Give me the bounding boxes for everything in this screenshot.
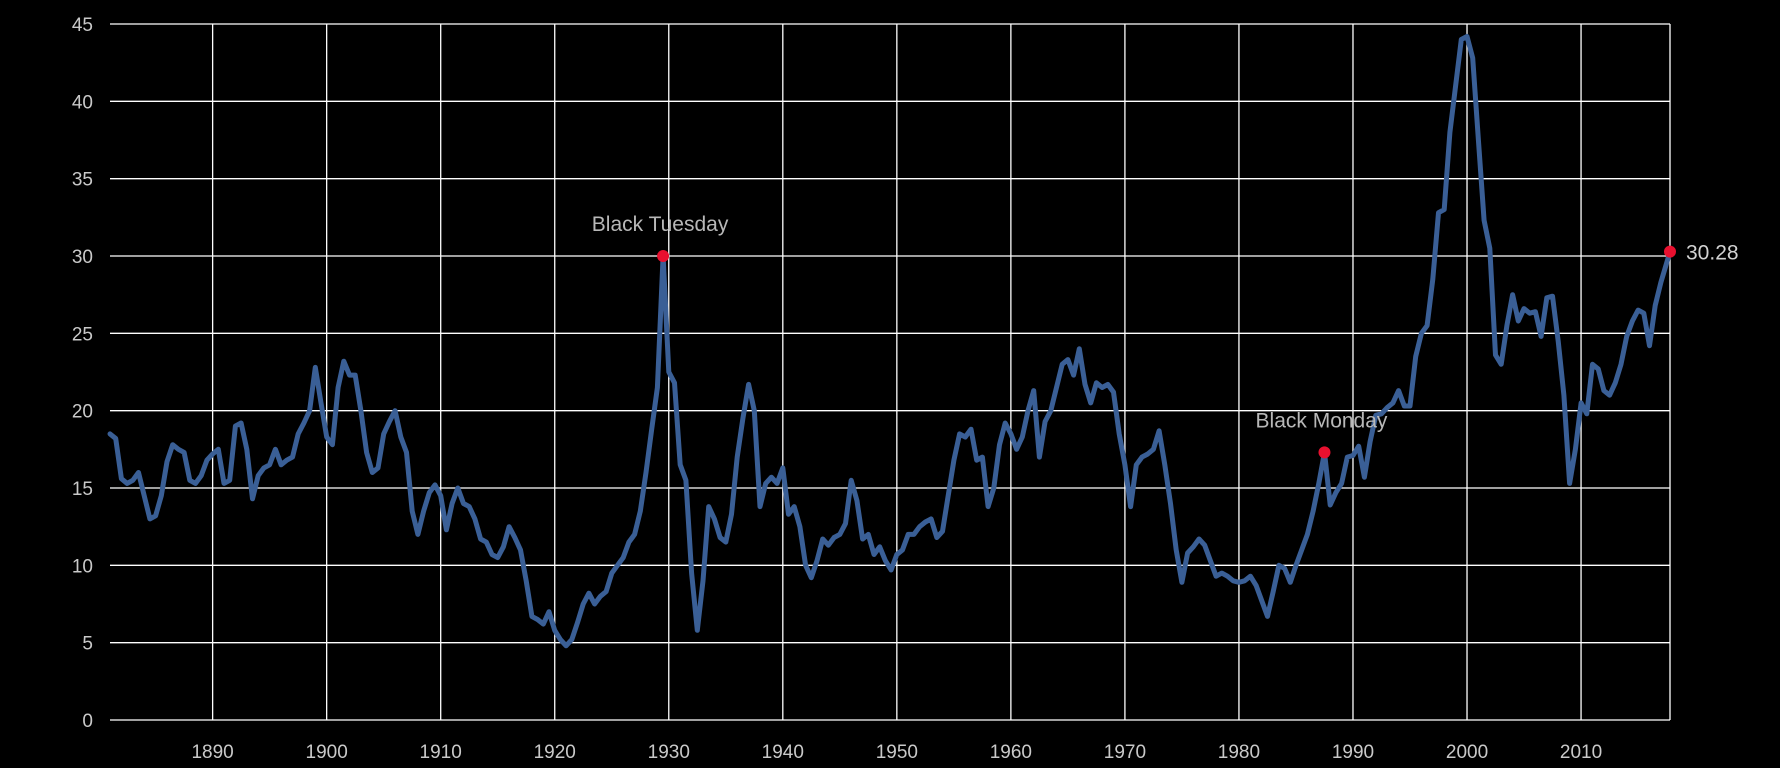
x-tick-label: 1900: [306, 742, 348, 763]
y-axis-tick-labels: 0 5 10 15 20 25 30 35 40 45: [72, 15, 93, 732]
grid-lines: [110, 23, 1671, 721]
x-tick-label: 1950: [876, 742, 918, 763]
x-tick-label: 1910: [420, 742, 462, 763]
y-tick-label: 40: [72, 92, 93, 113]
x-tick-label: 1940: [762, 742, 804, 763]
y-tick-label: 10: [72, 556, 93, 577]
y-tick-label: 0: [82, 711, 93, 732]
annotation-label: Black Monday: [1256, 409, 1388, 432]
x-tick-label: 2010: [1560, 742, 1602, 763]
y-tick-label: 45: [72, 15, 93, 36]
annotation-label: Black Tuesday: [592, 213, 729, 236]
x-tick-label: 1930: [648, 742, 690, 763]
x-tick-label: 1970: [1104, 742, 1146, 763]
series-line: [107, 33, 1673, 649]
x-tick-label: 1920: [534, 742, 576, 763]
x-tick-label: 1890: [191, 742, 233, 763]
end-value-label: 30.28: [1686, 242, 1739, 265]
x-tick-label: 1960: [990, 742, 1032, 763]
y-tick-label: 35: [72, 170, 93, 191]
y-tick-label: 5: [82, 634, 93, 655]
x-tick-label: 1980: [1218, 742, 1260, 763]
annotation-marker: [657, 250, 670, 262]
annotation-marker: [1318, 446, 1331, 459]
y-tick-label: 15: [72, 479, 93, 500]
annotations: Black Tuesday Black Monday 30.28: [592, 213, 1739, 459]
y-tick-label: 30: [72, 247, 93, 268]
y-tick-label: 20: [72, 402, 93, 423]
y-tick-label: 25: [72, 324, 93, 345]
x-axis-tick-labels: 1890 1900 1910 1920 1930 1940 1950 1960 1970 1980…: [191, 742, 1602, 763]
x-tick-label: 2000: [1446, 742, 1488, 763]
end-value-marker: [1664, 245, 1676, 258]
x-tick-label: 1990: [1332, 742, 1374, 763]
